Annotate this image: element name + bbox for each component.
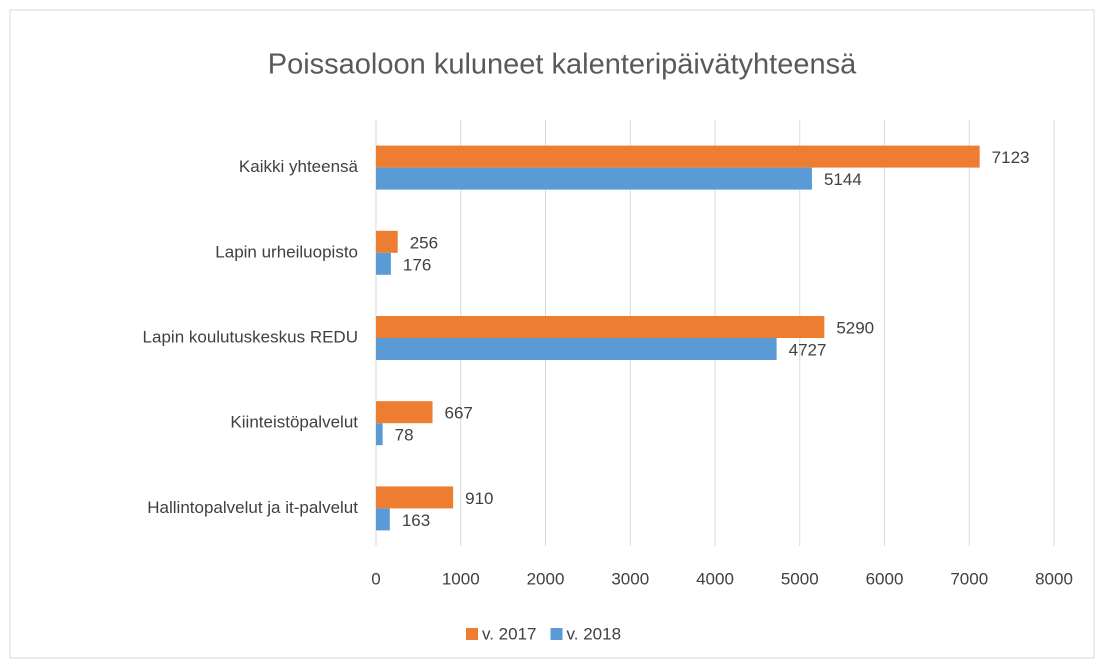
chart-title: Poissaoloon kuluneet kalenteripäivätyhte… bbox=[268, 49, 857, 81]
bar bbox=[376, 316, 825, 338]
data-label: 7123 bbox=[992, 148, 1030, 167]
data-label: 78 bbox=[395, 426, 414, 445]
data-label: 4727 bbox=[789, 340, 827, 359]
y-tick-label: Hallintopalvelut ja it-palvelut bbox=[147, 498, 358, 517]
data-label: 5144 bbox=[824, 170, 862, 189]
x-tick-label: 7000 bbox=[950, 569, 988, 588]
bar bbox=[376, 401, 433, 424]
data-label: 5290 bbox=[836, 318, 874, 337]
bar bbox=[376, 338, 777, 360]
x-tick-label: 0 bbox=[371, 569, 380, 588]
bar bbox=[376, 423, 383, 446]
bar bbox=[376, 486, 454, 509]
legend-swatch bbox=[550, 628, 563, 640]
bar bbox=[376, 508, 390, 531]
legend-swatch bbox=[466, 628, 478, 640]
legend-label: v. 2018 bbox=[567, 624, 622, 643]
bar bbox=[376, 167, 812, 190]
x-tick-label: 4000 bbox=[696, 569, 734, 588]
legend-label: v. 2017 bbox=[482, 624, 537, 643]
y-tick-label: Kiinteistöpalvelut bbox=[230, 413, 358, 432]
bar bbox=[376, 145, 980, 168]
data-label: 667 bbox=[445, 404, 473, 423]
x-tick-label: 3000 bbox=[611, 569, 649, 588]
x-tick-label: 1000 bbox=[442, 569, 480, 588]
data-label: 176 bbox=[403, 255, 431, 274]
data-label: 910 bbox=[465, 489, 493, 508]
x-tick-label: 2000 bbox=[527, 569, 565, 588]
bar bbox=[376, 230, 398, 253]
x-tick-label: 6000 bbox=[866, 569, 904, 588]
x-tick-label: 5000 bbox=[781, 569, 819, 588]
data-label: 163 bbox=[402, 511, 430, 530]
y-tick-label: Lapin koulutuskeskus REDU bbox=[143, 327, 358, 346]
y-tick-label: Kaikki yhteensä bbox=[239, 157, 359, 176]
x-tick-label: 8000 bbox=[1035, 569, 1073, 588]
data-label: 256 bbox=[410, 233, 438, 252]
bar bbox=[376, 252, 391, 275]
y-tick-label: Lapin urheiluopisto bbox=[215, 242, 358, 261]
